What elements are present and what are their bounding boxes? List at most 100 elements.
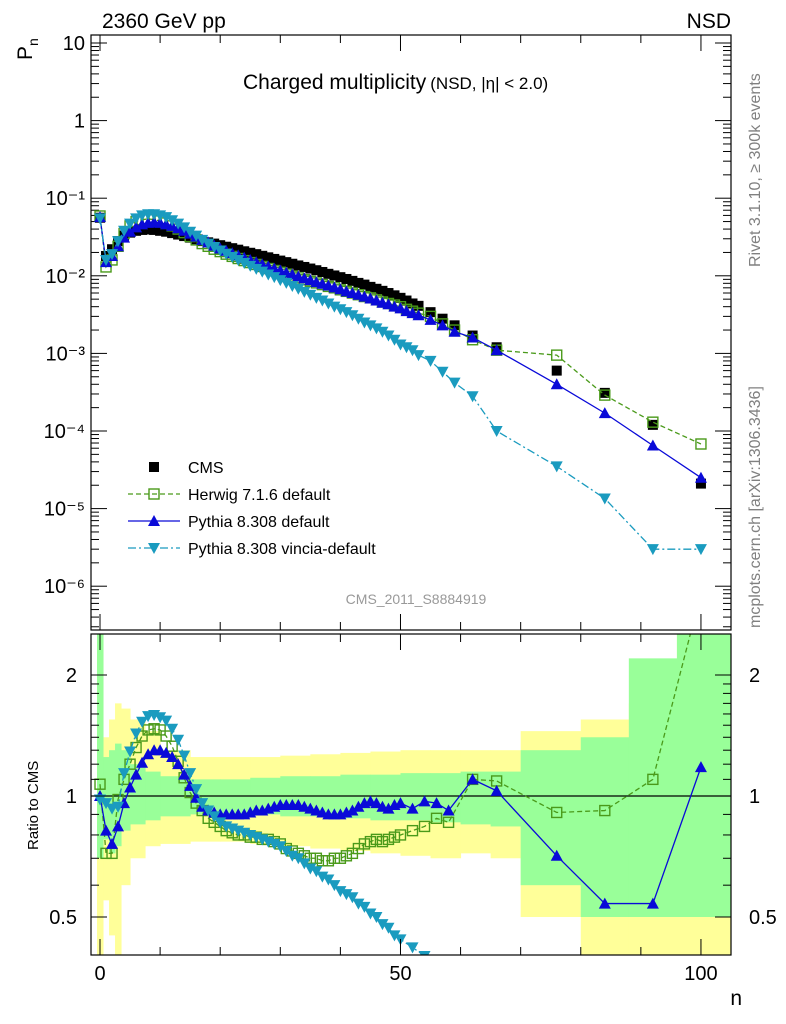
data-point — [599, 389, 611, 401]
data-point — [155, 225, 166, 236]
x-tick-label: 100 — [684, 963, 717, 985]
data-point — [412, 350, 425, 362]
ratio-y-tick-label-right: 2 — [749, 665, 760, 687]
data-point — [214, 245, 227, 257]
data-point — [118, 225, 131, 237]
legend-label: Herwig 7.1.6 default — [188, 487, 331, 504]
data-point — [383, 288, 394, 299]
ratio-point — [172, 734, 185, 746]
ratio-point — [136, 756, 149, 768]
ratio-y-tick-label-right: 1 — [749, 786, 760, 808]
ratio-series — [94, 634, 707, 976]
data-point — [244, 260, 257, 272]
data-point — [106, 249, 119, 261]
ratio-panel: 0 50 100 0.5 0.5 1 1 2 2 Ratio to CMS n — [25, 633, 777, 1010]
ratio-point — [382, 802, 395, 814]
ratio-y-tick-label-right: 0.5 — [749, 907, 777, 929]
data-point — [329, 270, 340, 281]
data-point — [298, 286, 311, 298]
data-point — [196, 234, 209, 246]
ratio-panel-frame — [90, 633, 732, 956]
data-point — [359, 279, 370, 290]
data-point — [400, 342, 413, 354]
ratio-point — [190, 784, 203, 796]
y-axis-label-main-sub: n — [25, 38, 41, 46]
data-point — [598, 493, 611, 505]
data-point — [245, 247, 256, 258]
data-point — [100, 254, 113, 266]
y-axis-label-main: Pn — [14, 38, 41, 60]
series-pythia-8-308-vincia-default — [94, 209, 707, 556]
band-green-segment — [109, 750, 116, 854]
ratio-point — [322, 874, 335, 886]
data-point — [257, 250, 268, 261]
data-point — [250, 263, 263, 275]
ratio-point — [490, 784, 503, 796]
data-point — [550, 378, 563, 390]
legend-label: CMS — [188, 460, 224, 477]
analysis-id-label: CMS_2011_S8884919 — [346, 591, 487, 607]
data-point — [94, 213, 107, 225]
ratio-point — [136, 716, 149, 728]
data-point — [425, 307, 436, 318]
data-point — [413, 300, 424, 311]
y-tick-label: 10⁻⁴ — [44, 421, 85, 443]
data-point — [112, 236, 125, 248]
main-panel-frame — [90, 34, 732, 631]
data-point — [322, 298, 335, 310]
main-panel-axes: 10 1 10⁻¹ 10⁻² 10⁻³ 10⁻⁴ 10⁻⁵ 10⁻⁶ — [44, 33, 731, 630]
ratio-point — [376, 919, 389, 931]
y-tick-label: 10⁻³ — [46, 343, 86, 365]
data-point — [394, 302, 407, 314]
data-point — [220, 248, 233, 260]
ratio-point — [376, 835, 389, 848]
data-point — [424, 313, 437, 325]
header-right-label: NSD — [687, 10, 731, 33]
main-panel: 10 1 10⁻¹ 10⁻² 10⁻³ 10⁻⁴ 10⁻⁵ 10⁻⁶ Charged mult… — [14, 33, 732, 631]
data-point — [316, 295, 329, 307]
data-point — [251, 249, 262, 260]
data-point — [358, 317, 371, 329]
data-point — [598, 407, 611, 419]
ratio-point — [112, 801, 125, 813]
ratio-point — [418, 795, 431, 807]
ratio-point — [178, 768, 191, 780]
band-green-segment — [490, 771, 522, 827]
band-green-segment — [628, 658, 678, 917]
ratio-point — [364, 908, 377, 920]
data-point — [137, 224, 148, 235]
ratio-point — [310, 852, 323, 864]
series-cms — [95, 212, 706, 489]
data-point — [143, 224, 154, 235]
ratio-point — [388, 831, 401, 843]
data-point — [406, 345, 419, 357]
ratio-point — [148, 723, 160, 735]
legend-marker — [148, 488, 160, 500]
data-point — [551, 365, 562, 376]
legend-label: Pythia 8.308 vincia-default — [188, 541, 376, 558]
ratio-point — [443, 965, 455, 976]
ratio-point — [370, 833, 383, 846]
y-tick-label: 1 — [74, 111, 85, 133]
ratio-point — [130, 768, 143, 780]
ratio-point — [550, 849, 563, 861]
data-point — [124, 225, 137, 237]
ratio-point — [442, 804, 455, 816]
data-point — [646, 439, 659, 451]
ratio-point — [340, 850, 353, 862]
y-tick-label: 10⁻⁵ — [44, 499, 85, 521]
data-point — [448, 377, 461, 389]
data-point — [370, 323, 383, 335]
ratio-point — [304, 852, 317, 864]
data-point — [347, 275, 358, 286]
data-point — [353, 277, 364, 288]
ratio-point — [358, 901, 371, 913]
data-point — [167, 228, 178, 239]
ratio-point — [142, 724, 154, 736]
data-point — [190, 230, 203, 242]
data-point — [647, 419, 658, 430]
y-tick-label: 10 — [63, 33, 85, 55]
ratio-point — [160, 715, 173, 727]
ratio-point — [298, 858, 311, 870]
